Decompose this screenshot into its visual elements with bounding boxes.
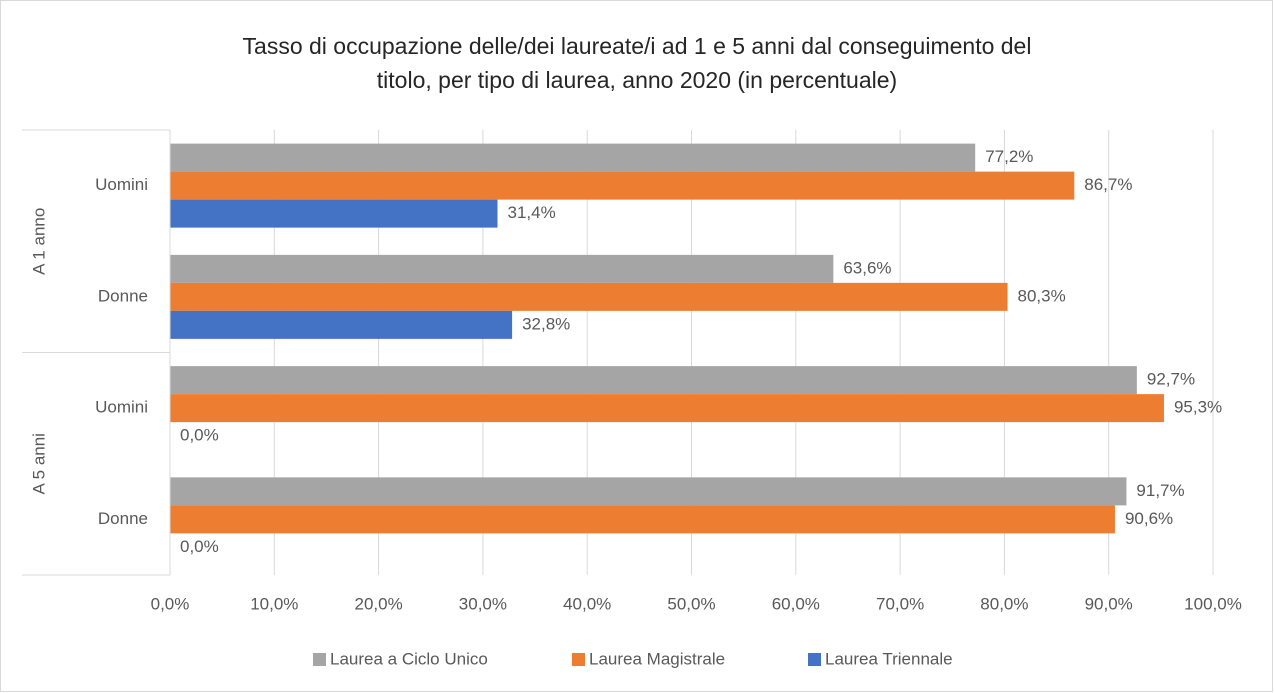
- data-label: 32,8%: [522, 314, 570, 333]
- legend-swatch: [808, 653, 821, 666]
- chart-title: titolo, per tipo di laurea, anno 2020 (i…: [377, 67, 897, 93]
- legend-swatch: [572, 653, 585, 666]
- bar: [170, 254, 834, 283]
- x-tick-label: 30,0%: [459, 594, 507, 613]
- data-label: 90,6%: [1125, 509, 1173, 528]
- bar: [170, 394, 1164, 423]
- x-tick-label: 90,0%: [1085, 594, 1133, 613]
- data-label: 63,6%: [843, 258, 891, 277]
- group-label: A 5 anni: [29, 433, 48, 494]
- x-tick-label: 60,0%: [772, 594, 820, 613]
- x-tick-label: 10,0%: [250, 594, 298, 613]
- bar: [170, 310, 513, 339]
- data-label: 91,7%: [1136, 481, 1184, 500]
- legend-label: Laurea a Ciclo Unico: [330, 649, 488, 668]
- data-label: 86,7%: [1084, 175, 1132, 194]
- legend-label: Laurea Magistrale: [589, 649, 725, 668]
- group-label: A 1 anno: [29, 208, 48, 275]
- y-tick-label: Uomini: [95, 175, 148, 194]
- x-tick-label: 70,0%: [876, 594, 924, 613]
- chart-title: Tasso di occupazione delle/dei laureate/…: [243, 33, 1032, 59]
- x-tick-label: 20,0%: [354, 594, 402, 613]
- data-label: 0,0%: [180, 426, 219, 445]
- y-tick-label: Donne: [98, 509, 148, 528]
- bar: [170, 366, 1137, 395]
- legend-swatch: [313, 653, 326, 666]
- bar: [170, 143, 976, 172]
- data-label: 92,7%: [1147, 370, 1195, 389]
- bar: [170, 282, 1008, 311]
- data-label: 31,4%: [508, 203, 556, 222]
- x-tick-label: 0,0%: [151, 594, 190, 613]
- x-tick-label: 100,0%: [1184, 594, 1242, 613]
- data-label: 0,0%: [180, 537, 219, 556]
- bar: [170, 199, 498, 228]
- x-tick-label: 80,0%: [980, 594, 1028, 613]
- legend-label: Laurea Triennale: [825, 649, 953, 668]
- bar: [170, 171, 1075, 200]
- y-tick-label: Uomini: [95, 398, 148, 417]
- data-label: 77,2%: [985, 147, 1033, 166]
- x-tick-label: 40,0%: [563, 594, 611, 613]
- data-label: 80,3%: [1018, 286, 1066, 305]
- bar: [170, 505, 1115, 534]
- y-tick-label: Donne: [98, 286, 148, 305]
- x-tick-label: 50,0%: [667, 594, 715, 613]
- bar: [170, 477, 1127, 506]
- data-label: 95,3%: [1174, 398, 1222, 417]
